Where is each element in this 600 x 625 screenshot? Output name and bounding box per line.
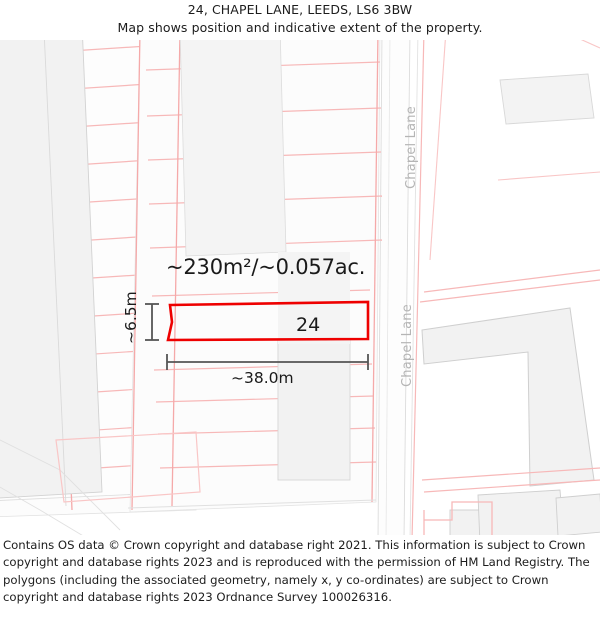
left-terrace-buildings	[0, 40, 103, 499]
page-subtitle: Map shows position and indicative extent…	[117, 20, 483, 35]
width-dimension-bar	[166, 354, 369, 370]
right-l-building	[421, 307, 595, 487]
terrace-divider-line	[44, 40, 67, 507]
copyright-text: Contains OS data © Crown copyright and d…	[3, 538, 590, 605]
chapel-lane-road	[377, 40, 411, 535]
highlighted-property-boundary[interactable]	[166, 300, 370, 342]
map-footer: Contains OS data © Crown copyright and d…	[0, 537, 600, 625]
central-block-edges	[131, 40, 379, 511]
height-dimension-bar	[145, 303, 159, 341]
bottom-left-parcel	[55, 431, 201, 503]
page-title: 24, CHAPEL LANE, LEEDS, LS6 3BW	[187, 2, 413, 17]
right-stepped-boundary	[423, 501, 493, 535]
top-right-building	[499, 73, 595, 125]
secondary-road-corridor	[409, 40, 419, 535]
map-canvas[interactable]: ~230m²/~0.057ac. 24 ~38.0m ~6.5m Chapel …	[0, 40, 600, 535]
right-parcel-lines	[411, 40, 600, 535]
map-vector-layer	[0, 40, 600, 535]
map-header: 24, CHAPEL LANE, LEEDS, LS6 3BW Map show…	[0, 0, 600, 40]
central-buildings	[179, 40, 351, 481]
plot24-building-band	[278, 252, 350, 344]
central-block-bottom	[127, 499, 377, 509]
top-right-boundaries	[429, 40, 600, 261]
right-outbuildings	[449, 489, 600, 535]
